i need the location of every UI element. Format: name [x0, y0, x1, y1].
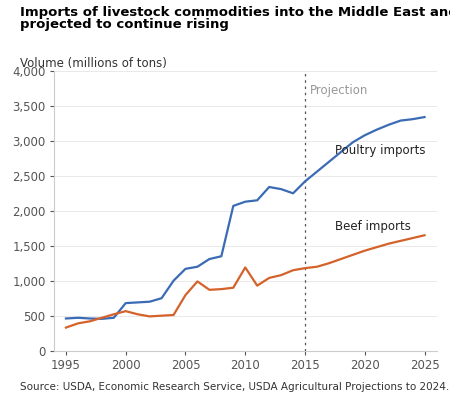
Text: Beef imports: Beef imports — [335, 220, 411, 233]
Text: Volume (millions of tons): Volume (millions of tons) — [20, 57, 167, 70]
Text: Source: USDA, Economic Research Service, USDA Agricultural Projections to 2024.: Source: USDA, Economic Research Service,… — [20, 382, 450, 392]
Text: Imports of livestock commodities into the Middle East and North Africa (MENA) ar: Imports of livestock commodities into th… — [20, 6, 450, 19]
Text: projected to continue rising: projected to continue rising — [20, 18, 229, 31]
Text: Poultry imports: Poultry imports — [335, 144, 425, 157]
Text: Projection: Projection — [310, 84, 368, 97]
